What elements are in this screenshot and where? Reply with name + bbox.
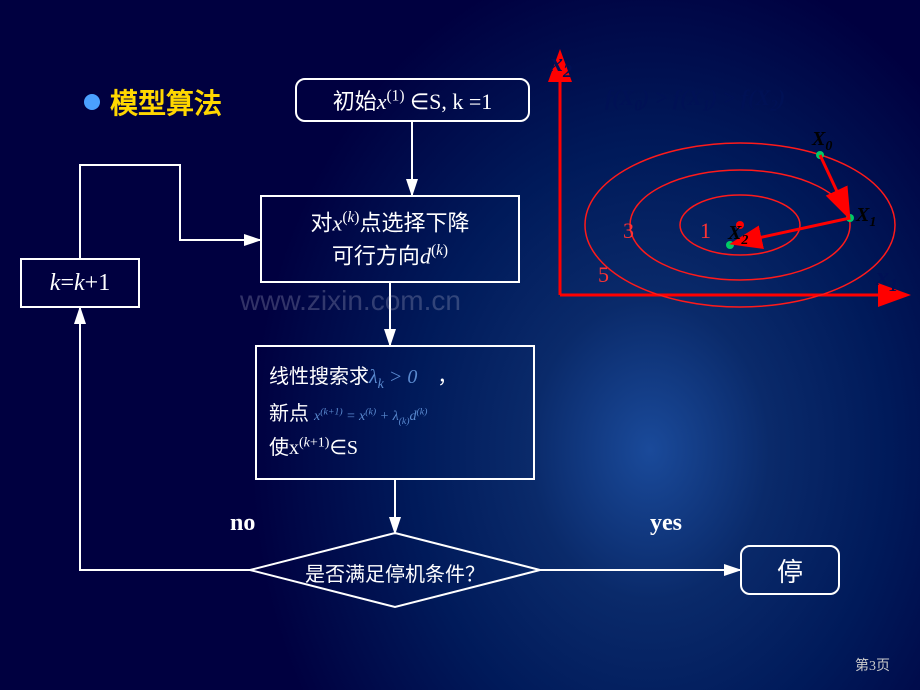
step2-l3p: 使x [269,437,299,459]
step1-l2p: 可行方向 [332,243,420,268]
label-no: no [230,510,255,537]
label-yes: yes [650,510,682,537]
point-x2-label: X2 [728,222,748,249]
step2-l1: 线性搜索求 [269,366,369,388]
flow-step1-box: 对x(k)点选择下降 可行方向d(k) [260,195,520,283]
point-x1-label: X1 [856,204,876,231]
step1-l1s: 点选择下降 [359,210,469,235]
decision-text: 是否满足停机条件？ [295,558,495,587]
step2-l2: 新点 [269,403,314,425]
contour-label-3: 3 [623,218,634,244]
axis-y-label: x2 [550,48,572,82]
page-number: 第3页 [855,655,890,675]
flow-start-box: 初始x(1) ∈S, k =1 [295,78,530,122]
flow-step2-box: 线性搜索求λk > 0 ， 新点 x(k+1) = x(k) + λ(k)d(k… [255,345,535,480]
page-title: 模型算法 [110,82,222,122]
flow-increment-box: k=k+1 [20,258,140,308]
step1-l1p: 对 [311,210,333,235]
start-rest: ∈S, k =1 [404,89,492,114]
title-bullet [84,94,100,110]
axis-x-label: x1 [876,262,898,296]
inequality-text: f(X0) > f(X1) > f(X2) [605,85,785,115]
contour-label-5: 5 [598,262,609,288]
start-text: 初始 [333,89,377,114]
contour-label-1: 1 [700,218,711,244]
flow-stop-box: 停 [740,545,840,595]
point-x0-label: X0 [812,128,832,155]
watermark-text: www.zixin.com.cn [240,285,461,317]
